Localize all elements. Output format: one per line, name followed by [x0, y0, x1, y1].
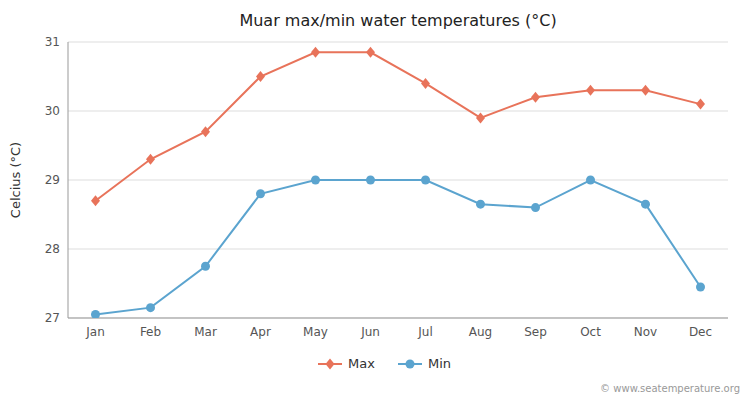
marker-diamond [366, 47, 375, 58]
legend-label: Min [428, 356, 451, 371]
marker-diamond [311, 47, 320, 58]
marker-diamond [586, 85, 595, 96]
marker-diamond [696, 99, 705, 110]
marker-circle [586, 176, 595, 185]
grid-line [68, 249, 728, 250]
x-tick-label: Aug [469, 325, 492, 339]
x-tick-label: Dec [689, 325, 712, 339]
marker-diamond [146, 154, 155, 165]
y-tick-label: 27 [45, 311, 60, 325]
marker-circle [476, 200, 485, 209]
series-line [96, 180, 701, 315]
marker-diamond [201, 126, 210, 137]
marker-circle [366, 176, 375, 185]
x-tick-label: Jul [417, 325, 432, 339]
y-tick-label: 30 [45, 104, 60, 118]
x-tick-label: Jan [85, 325, 105, 339]
y-tick-label: 29 [45, 173, 60, 187]
series-0 [91, 47, 705, 206]
marker-circle [641, 200, 650, 209]
chart-container: 27 28 29 30 31 Jan Feb Mar Apr May Jun Jul Aug Sep Oct… [0, 0, 750, 400]
marker-diamond [531, 92, 540, 103]
marker-circle [311, 176, 320, 185]
grid [68, 42, 728, 318]
marker-diamond [256, 71, 265, 82]
x-axis-line [68, 318, 728, 319]
series-1 [91, 176, 705, 319]
x-tick-label: Sep [524, 325, 547, 339]
marker-circle [256, 189, 265, 198]
marker-diamond [91, 195, 100, 206]
y-tick-label: 28 [45, 242, 60, 256]
x-tick-label: May [303, 325, 328, 339]
x-tick-label: Feb [140, 325, 161, 339]
legend-marker [326, 359, 335, 370]
marker-circle [201, 262, 210, 271]
marker-circle [531, 203, 540, 212]
data-group [91, 47, 705, 318]
chart-svg: 27 28 29 30 31 Jan Feb Mar Apr May Jun Jul Aug Sep Oct… [0, 0, 750, 400]
grid-line [68, 111, 728, 112]
legend-label: Max [348, 356, 375, 371]
marker-circle [696, 282, 705, 291]
x-tick-label: Jun [360, 325, 380, 339]
marker-circle [146, 303, 155, 312]
grid-line [68, 318, 728, 319]
series-line [96, 52, 701, 200]
marker-diamond [476, 112, 485, 123]
grid-line [68, 42, 728, 43]
x-tick-label: Apr [250, 325, 271, 339]
marker-circle [91, 310, 100, 318]
y-axis-label: Celcius (°C) [8, 142, 23, 218]
title: Muar max/min water temperatures (°C) [239, 11, 556, 30]
x-tick-label: Nov [634, 325, 657, 339]
x-tick-label: Mar [194, 325, 217, 339]
marker-diamond [641, 85, 650, 96]
marker-diamond [421, 78, 430, 89]
y-tick-label: 31 [45, 35, 60, 49]
legend-marker [406, 360, 415, 369]
watermark: © www.seatemperature.org [600, 383, 740, 394]
x-tick-label: Oct [580, 325, 601, 339]
y-axis-line [68, 42, 69, 318]
legend: Max Min [318, 356, 451, 371]
marker-circle [421, 176, 430, 185]
